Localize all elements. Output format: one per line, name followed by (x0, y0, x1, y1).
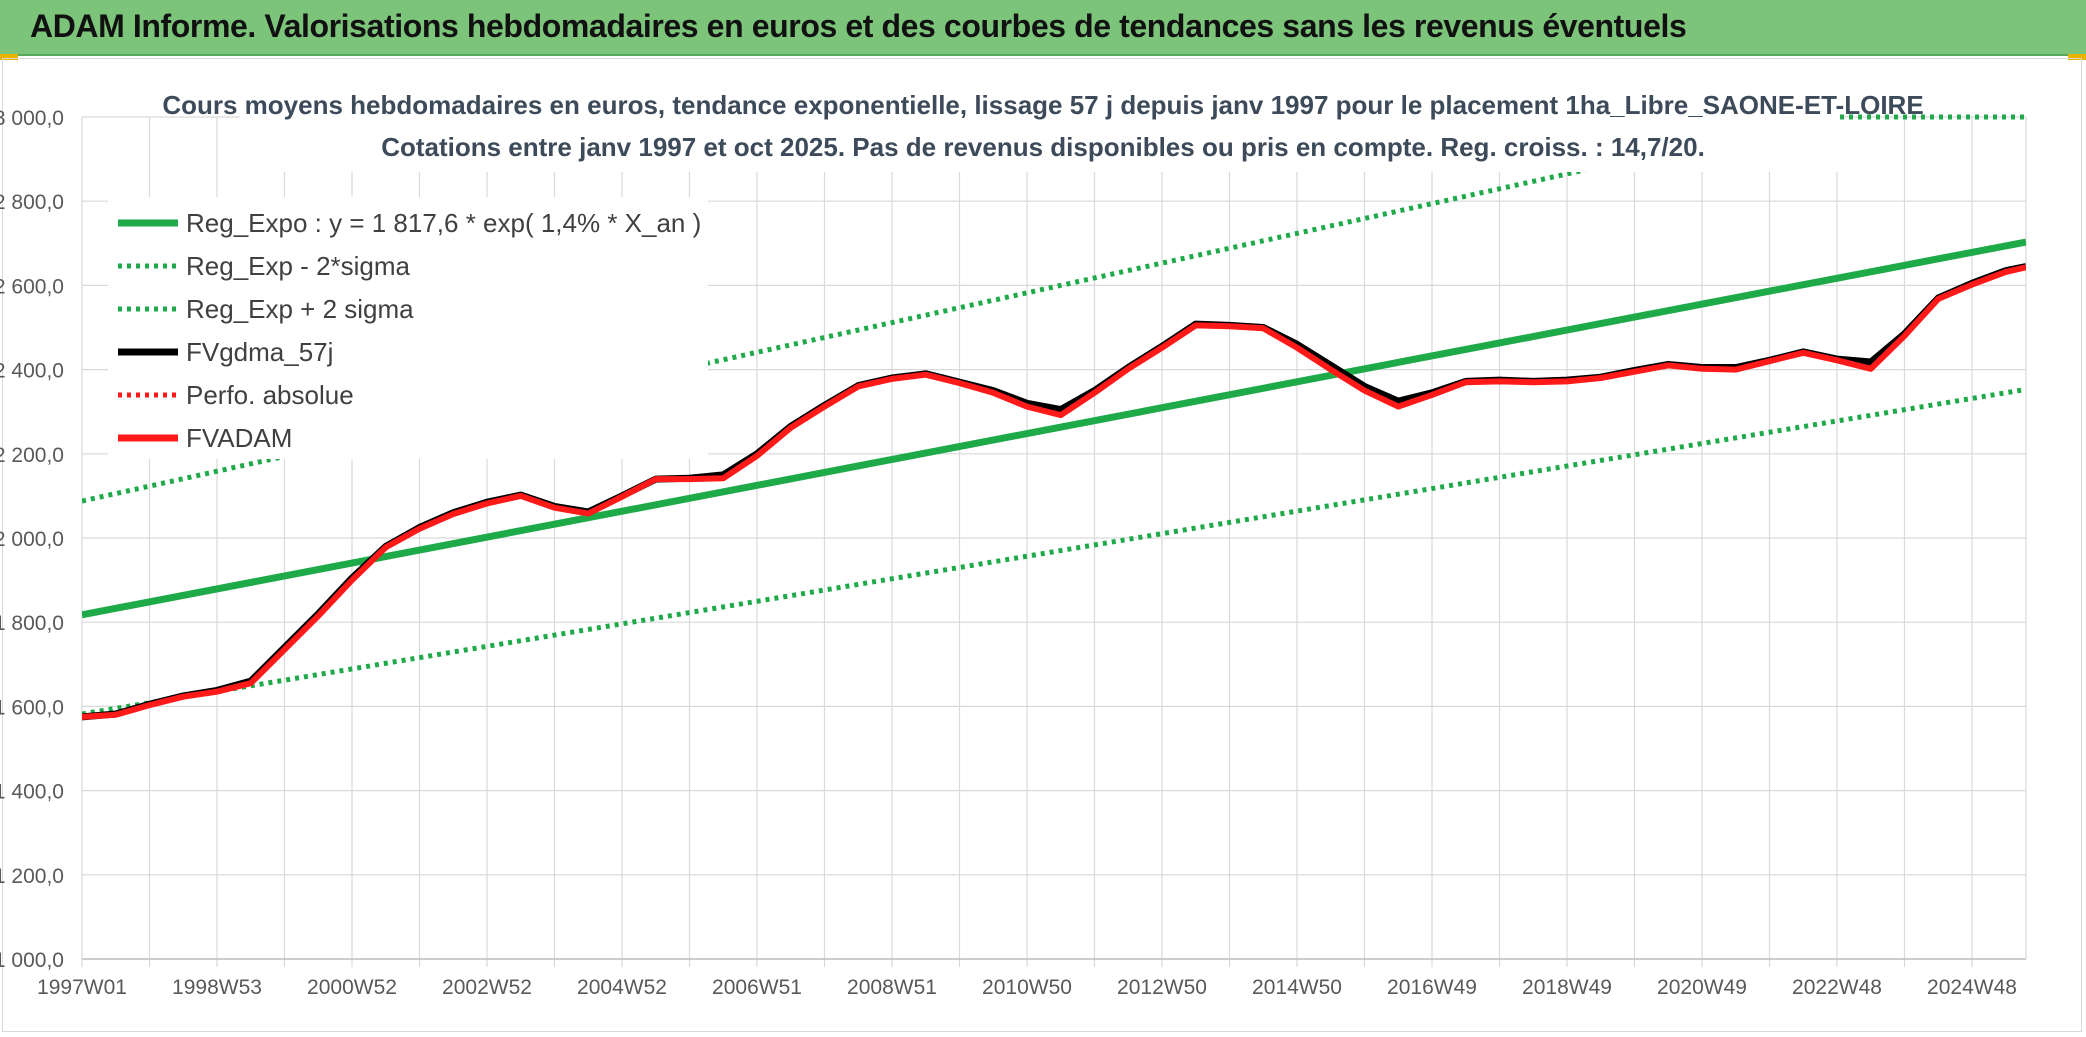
series-line (82, 238, 2026, 619)
x-tick-label: 2022W48 (1792, 976, 1882, 999)
legend-label: Reg_Exp - 2*sigma (186, 251, 411, 281)
y-tick-label: 1 600,0 (0, 696, 64, 719)
x-tick-label: 2020W49 (1657, 976, 1747, 999)
x-tick-label: 2018W49 (1522, 976, 1612, 999)
y-axis: 1 000,0 1 200,0 1 400,0 1 600,0 1 800,0 2 000… (0, 107, 64, 972)
chart-title: Cours moyens hebdomadaires en euros, ten… (162, 90, 1923, 120)
title-background (240, 84, 1840, 172)
chart-subtitle: Cotations entre janv 1997 et oct 2025. P… (381, 132, 1705, 162)
legend-label: FVgdma_57j (186, 337, 333, 367)
x-tick-label: 2012W50 (1117, 976, 1207, 999)
series-line (82, 264, 2026, 720)
x-tick-label: 2004W52 (577, 976, 667, 999)
x-tick-label: 1998W53 (172, 976, 262, 999)
y-tick-label: 3 000,0 (0, 107, 64, 130)
y-tick-label: 2 600,0 (0, 275, 64, 298)
x-tick-label: 2006W51 (712, 976, 802, 999)
corner-marker-right (2068, 54, 2086, 60)
x-tick-label: 2024W48 (1927, 976, 2017, 999)
x-tick-label: 2000W52 (307, 976, 397, 999)
x-axis: 1997W01 1998W53 2000W52 2002W52 2004W52 2006W… (37, 976, 2017, 999)
y-tick-label: 2 800,0 (0, 191, 64, 214)
y-tick-label: 2 000,0 (0, 528, 64, 551)
legend-label: FVADAM (186, 423, 292, 453)
legend-label: Reg_Expo : y = 1 817,6 * exp( 1,4% * X_a… (186, 208, 701, 238)
y-tick-label: 1 200,0 (0, 865, 64, 888)
report-banner: ADAM Informe. Valorisations hebdomadaire… (0, 0, 2086, 56)
x-tick-label: 1997W01 (37, 976, 127, 999)
legend-label: Perfo. absolue (186, 380, 354, 410)
chart-titles: Cours moyens hebdomadaires en euros, ten… (162, 84, 1924, 172)
x-tick-label: 2010W50 (982, 976, 1072, 999)
x-tick-label: 2002W52 (442, 976, 532, 999)
chart-frame (2, 58, 2082, 1032)
x-tick-label: 2008W51 (847, 976, 937, 999)
legend-box (108, 197, 708, 459)
y-tick-label: 2 200,0 (0, 444, 64, 467)
y-tick-label: 2 400,0 (0, 360, 64, 383)
y-tick-label: 1 400,0 (0, 781, 64, 804)
corner-marker-left (0, 54, 18, 60)
report-title: ADAM Informe. Valorisations hebdomadaire… (30, 8, 1687, 44)
y-tick-label: 1 000,0 (0, 949, 64, 972)
x-tick-label: 2016W49 (1387, 976, 1477, 999)
x-tick-label: 2014W50 (1252, 976, 1342, 999)
legend: Reg_Expo : y = 1 817,6 * exp( 1,4% * X_a… (108, 197, 708, 459)
y-tick-label: 1 800,0 (0, 612, 64, 635)
legend-label: Reg_Exp + 2 sigma (186, 294, 414, 324)
